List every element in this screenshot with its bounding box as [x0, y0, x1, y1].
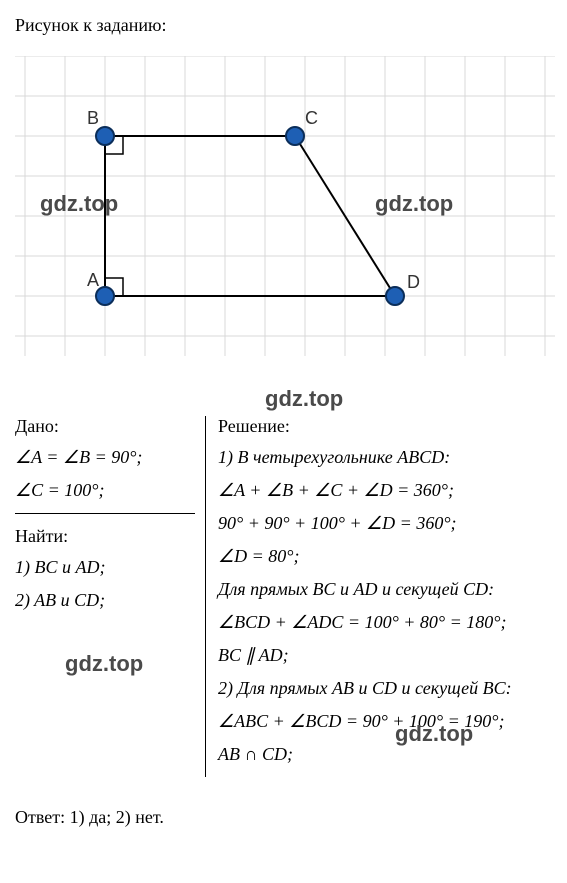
- svg-text:D: D: [407, 272, 420, 292]
- solution-line: BC ∥ AD;: [218, 645, 552, 666]
- section-divider: [15, 513, 195, 514]
- svg-text:A: A: [87, 270, 99, 290]
- svg-text:gdz.top: gdz.top: [40, 191, 118, 216]
- solution-line: 1) В четырехугольнике ABCD:: [218, 447, 552, 468]
- solution-line: 90° + 90° + 100° + ∠D = 360°;: [218, 513, 552, 534]
- find-line: 2) AB и CD;: [15, 590, 195, 611]
- given-header: Дано:: [15, 416, 195, 437]
- find-header: Найти:: [15, 526, 195, 547]
- svg-text:gdz.top: gdz.top: [375, 191, 453, 216]
- given-line: ∠A = ∠B = 90°;: [15, 447, 195, 468]
- watermark-text: gdz.top: [265, 386, 343, 412]
- solution-line: ∠ABC + ∠BCD = 90° + 100° = 190°;: [218, 711, 552, 732]
- svg-text:C: C: [305, 108, 318, 128]
- solution-header: Решение:: [218, 416, 552, 437]
- geometry-diagram: A B C Dgdz.top gdz.top: [15, 56, 555, 356]
- given-line: ∠C = 100°;: [15, 480, 195, 501]
- solution-column: Решение: 1) В четырехугольнике ABCD: ∠A …: [205, 416, 552, 777]
- solution-line: Для прямых BC и AD и секущей CD:: [218, 579, 552, 600]
- solution-line: ∠BCD + ∠ADC = 100° + 80° = 180°;: [218, 612, 552, 633]
- proof-table: Дано: ∠A = ∠B = 90°; ∠C = 100°; Найти: 1…: [15, 416, 552, 777]
- solution-line: 2) Для прямых AB и CD и секущей BC:: [218, 678, 552, 699]
- find-line: 1) BC и AD;: [15, 557, 195, 578]
- figure-caption: Рисунок к заданию:: [15, 15, 552, 36]
- solution-line: AB ∩ CD;: [218, 744, 552, 765]
- answer-line: Ответ: 1) да; 2) нет.: [15, 807, 552, 828]
- solution-line: ∠A + ∠B + ∠C + ∠D = 360°;: [218, 480, 552, 501]
- diagram-container: A B C Dgdz.top gdz.top: [15, 56, 555, 356]
- given-find-column: Дано: ∠A = ∠B = 90°; ∠C = 100°; Найти: 1…: [15, 416, 205, 777]
- proof-content: gdz.top gdz.top gdz.top Дано: ∠A = ∠B = …: [15, 416, 552, 828]
- solution-line: ∠D = 80°;: [218, 546, 552, 567]
- svg-text:B: B: [87, 108, 99, 128]
